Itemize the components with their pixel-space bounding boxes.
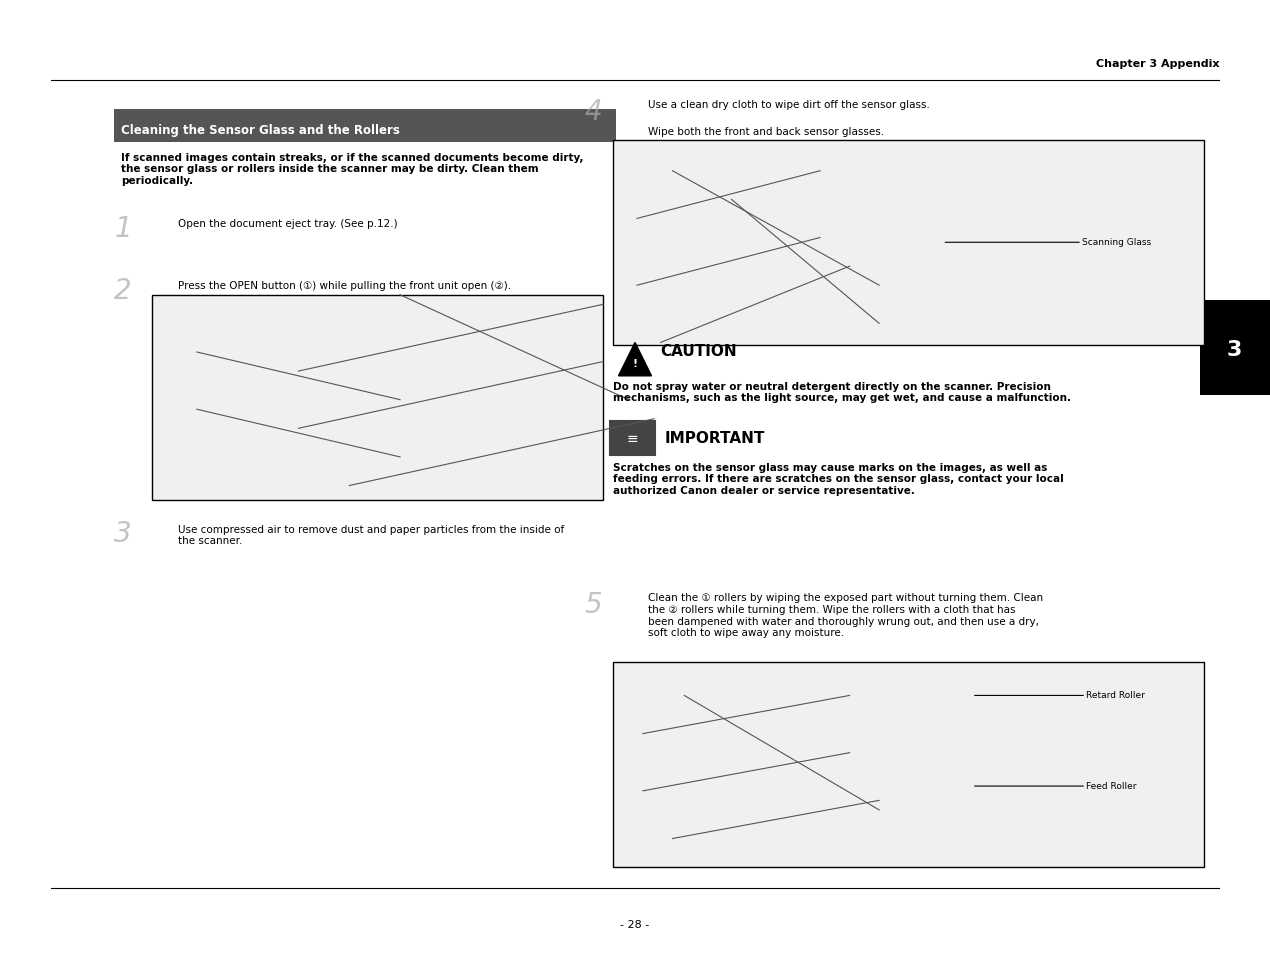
Polygon shape xyxy=(618,343,652,376)
Text: Clean the ① rollers by wiping the exposed part without turning them. Clean
the ②: Clean the ① rollers by wiping the expose… xyxy=(648,593,1043,638)
FancyBboxPatch shape xyxy=(613,662,1204,867)
Text: 3: 3 xyxy=(1227,340,1242,359)
Text: 4: 4 xyxy=(584,98,602,126)
Text: Wipe both the front and back sensor glasses.: Wipe both the front and back sensor glas… xyxy=(648,127,884,136)
Text: 2: 2 xyxy=(114,276,132,304)
FancyBboxPatch shape xyxy=(152,295,603,500)
Text: Use compressed air to remove dust and paper particles from the inside of
the sca: Use compressed air to remove dust and pa… xyxy=(178,524,564,546)
Text: !: ! xyxy=(632,359,638,369)
Text: Use a clean dry cloth to wipe dirt off the sensor glass.: Use a clean dry cloth to wipe dirt off t… xyxy=(648,100,930,110)
FancyBboxPatch shape xyxy=(1200,300,1270,395)
Text: - 28 -: - 28 - xyxy=(620,920,650,929)
Text: 5: 5 xyxy=(584,591,602,618)
Text: ≡: ≡ xyxy=(626,432,639,445)
Text: Retard Roller: Retard Roller xyxy=(1086,690,1146,700)
FancyBboxPatch shape xyxy=(610,421,655,456)
Text: Feed Roller: Feed Roller xyxy=(1086,781,1137,790)
Text: IMPORTANT: IMPORTANT xyxy=(664,431,765,446)
FancyBboxPatch shape xyxy=(114,110,616,143)
Text: 1: 1 xyxy=(114,214,132,242)
Text: Chapter 3 Appendix: Chapter 3 Appendix xyxy=(1096,59,1219,69)
Text: Scanning Glass: Scanning Glass xyxy=(1082,237,1151,247)
Text: Do not spray water or neutral detergent directly on the scanner. Precision
mecha: Do not spray water or neutral detergent … xyxy=(613,381,1072,403)
Text: CAUTION: CAUTION xyxy=(660,343,737,358)
Text: Cleaning the Sensor Glass and the Rollers: Cleaning the Sensor Glass and the Roller… xyxy=(121,124,400,137)
Text: Press the OPEN button (①) while pulling the front unit open (②).: Press the OPEN button (①) while pulling … xyxy=(178,281,511,291)
Text: Open the document eject tray. (See p.12.): Open the document eject tray. (See p.12.… xyxy=(178,219,398,229)
FancyBboxPatch shape xyxy=(613,141,1204,346)
Text: 3: 3 xyxy=(114,519,132,547)
Text: If scanned images contain streaks, or if the scanned documents become dirty,
the: If scanned images contain streaks, or if… xyxy=(121,152,583,186)
Text: Scratches on the sensor glass may cause marks on the images, as well as
feeding : Scratches on the sensor glass may cause … xyxy=(613,462,1064,496)
